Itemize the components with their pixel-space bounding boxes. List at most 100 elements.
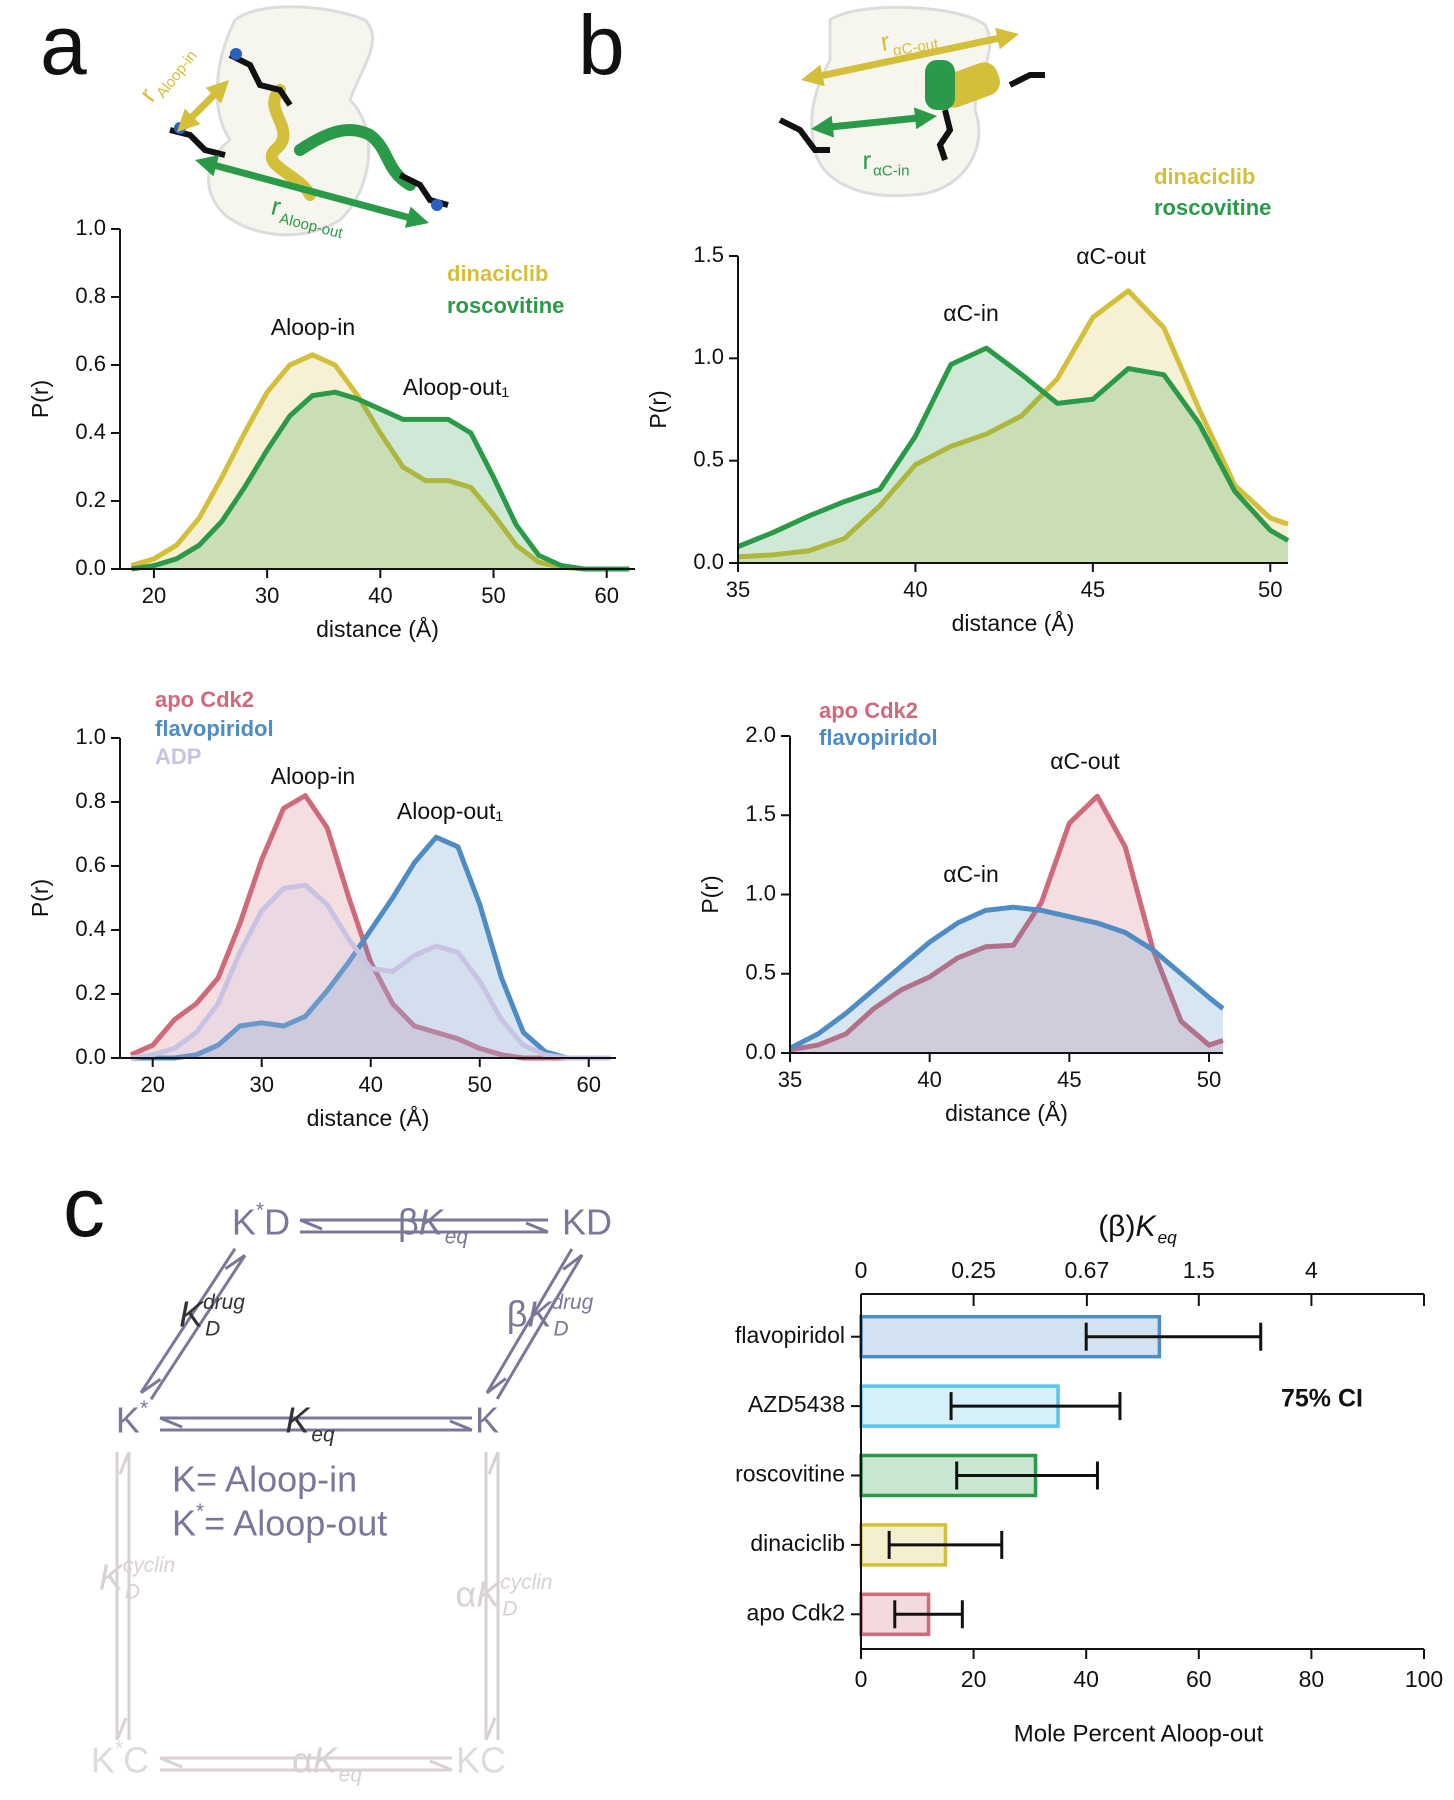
harpoon-barb xyxy=(224,1254,246,1271)
x-tick-label: 40 xyxy=(1073,1666,1099,1692)
annotation: Aloop-out₁ xyxy=(403,374,509,400)
text-part: K xyxy=(99,1557,125,1598)
label-stick xyxy=(228,52,293,107)
harpoon-barb xyxy=(485,1377,507,1395)
x-tick-label: 60 xyxy=(594,583,618,608)
x-tick-label: 80 xyxy=(1299,1666,1325,1692)
annotation: αC-out xyxy=(1076,243,1146,269)
text-part: (β) xyxy=(1098,1210,1135,1243)
line xyxy=(130,389,630,572)
x-tick-label: 50 xyxy=(467,1072,491,1097)
y-tick-label: 1.0 xyxy=(745,880,776,905)
area xyxy=(130,795,611,1058)
text-part: D xyxy=(502,1597,517,1620)
text-part: KD xyxy=(562,1202,612,1243)
y-tick-label: 0.0 xyxy=(693,549,724,574)
atom xyxy=(431,199,443,211)
harpoon-barb xyxy=(115,1717,128,1741)
arrow-head xyxy=(177,108,201,132)
label-stick xyxy=(936,109,954,161)
harpoon-barb xyxy=(159,1756,183,1769)
y-tick-label: 0.4 xyxy=(75,419,106,444)
scheme-definition: K * = Aloop-out xyxy=(172,1500,387,1544)
text-part: K xyxy=(476,1574,502,1615)
x-tick-label: 35 xyxy=(778,1067,802,1092)
annotation: αC-in xyxy=(943,861,998,887)
x-axis-title: distance (Å) xyxy=(945,1099,1068,1126)
harpoon-barb xyxy=(118,1451,131,1475)
arrow-head xyxy=(195,155,220,177)
text-part: α xyxy=(455,1574,476,1615)
loop-out xyxy=(294,124,416,191)
atom xyxy=(230,48,242,60)
x-tick-label: 40 xyxy=(358,1072,382,1097)
y-tick-label: 0.5 xyxy=(693,446,724,471)
harpoon xyxy=(139,1247,237,1394)
category-label: dinaciclib xyxy=(750,1530,845,1556)
line xyxy=(789,793,1224,1053)
scheme-node: K * C xyxy=(91,1737,149,1781)
text-part: K xyxy=(1135,1210,1157,1243)
helix-in xyxy=(925,60,955,110)
text-part: β xyxy=(398,1202,419,1243)
legend-label: roscovitine xyxy=(1154,195,1271,220)
legend-label: apo Cdk2 xyxy=(155,687,254,712)
arrow-head xyxy=(995,27,1019,50)
x-axis-title: Mole Percent Aloop-out xyxy=(1014,1720,1264,1747)
legend-label: flavopiridol xyxy=(155,716,274,741)
category-label: flavopiridol xyxy=(735,1322,845,1348)
distance-arrow xyxy=(822,113,926,132)
bar-chart: flavopiridol AZD5438 roscovitine dinaciclib… xyxy=(735,1210,1443,1747)
line xyxy=(130,834,611,1061)
line xyxy=(737,345,1290,549)
area xyxy=(738,348,1288,563)
line xyxy=(737,288,1289,560)
y-tick-label: 0.4 xyxy=(75,916,106,941)
y-tick-label: 0.0 xyxy=(745,1039,776,1064)
y-tick-label: 0.6 xyxy=(75,852,106,877)
x-tick-label: 60 xyxy=(1186,1666,1212,1692)
text-part: K xyxy=(179,1294,205,1335)
area xyxy=(790,907,1223,1053)
text-part: K xyxy=(232,1202,256,1243)
text-part: cyclin xyxy=(123,1554,175,1577)
text-part: drug xyxy=(551,1291,593,1314)
text-part: C xyxy=(123,1740,149,1781)
x-axis-title: distance (Å) xyxy=(307,1104,430,1131)
x-tick-label: 45 xyxy=(1057,1067,1081,1092)
text-part: cyclin xyxy=(500,1571,552,1594)
y-tick-label: 0.5 xyxy=(745,960,776,985)
scheme-node: K * D xyxy=(232,1199,290,1243)
panel-label: a xyxy=(40,0,87,92)
y-tick-label: 0.8 xyxy=(75,283,106,308)
text-part: K xyxy=(527,1294,553,1335)
text-part: K xyxy=(475,1400,499,1441)
text-part: eq xyxy=(1157,1227,1177,1247)
harpoon-barb xyxy=(484,1717,497,1741)
annotation: Aloop-in xyxy=(271,314,355,340)
cartoon-b xyxy=(778,5,1045,198)
text-part: eq xyxy=(311,1423,335,1446)
x-tick-label: 40 xyxy=(917,1067,941,1092)
x-tick-label: 100 xyxy=(1405,1666,1443,1692)
y-tick-label: 1.5 xyxy=(745,801,776,826)
text-part: * xyxy=(256,1199,264,1222)
x2-tick-label: 0.25 xyxy=(951,1257,996,1283)
x-axis-title: distance (Å) xyxy=(952,609,1075,636)
annotation: 75% CI xyxy=(1281,1385,1363,1413)
category-label: AZD5438 xyxy=(748,1391,845,1417)
y-axis-title: P(r) xyxy=(27,380,53,418)
x-tick-label: 40 xyxy=(903,577,927,602)
distance-label-text: r αC-in xyxy=(862,145,909,179)
x2-tick-label: 4 xyxy=(1305,1257,1318,1283)
area xyxy=(790,796,1223,1053)
y-tick-label: 0.0 xyxy=(75,555,106,580)
text-part: K xyxy=(172,1503,196,1544)
text-part: β xyxy=(507,1294,528,1335)
text-part: D xyxy=(264,1202,290,1243)
